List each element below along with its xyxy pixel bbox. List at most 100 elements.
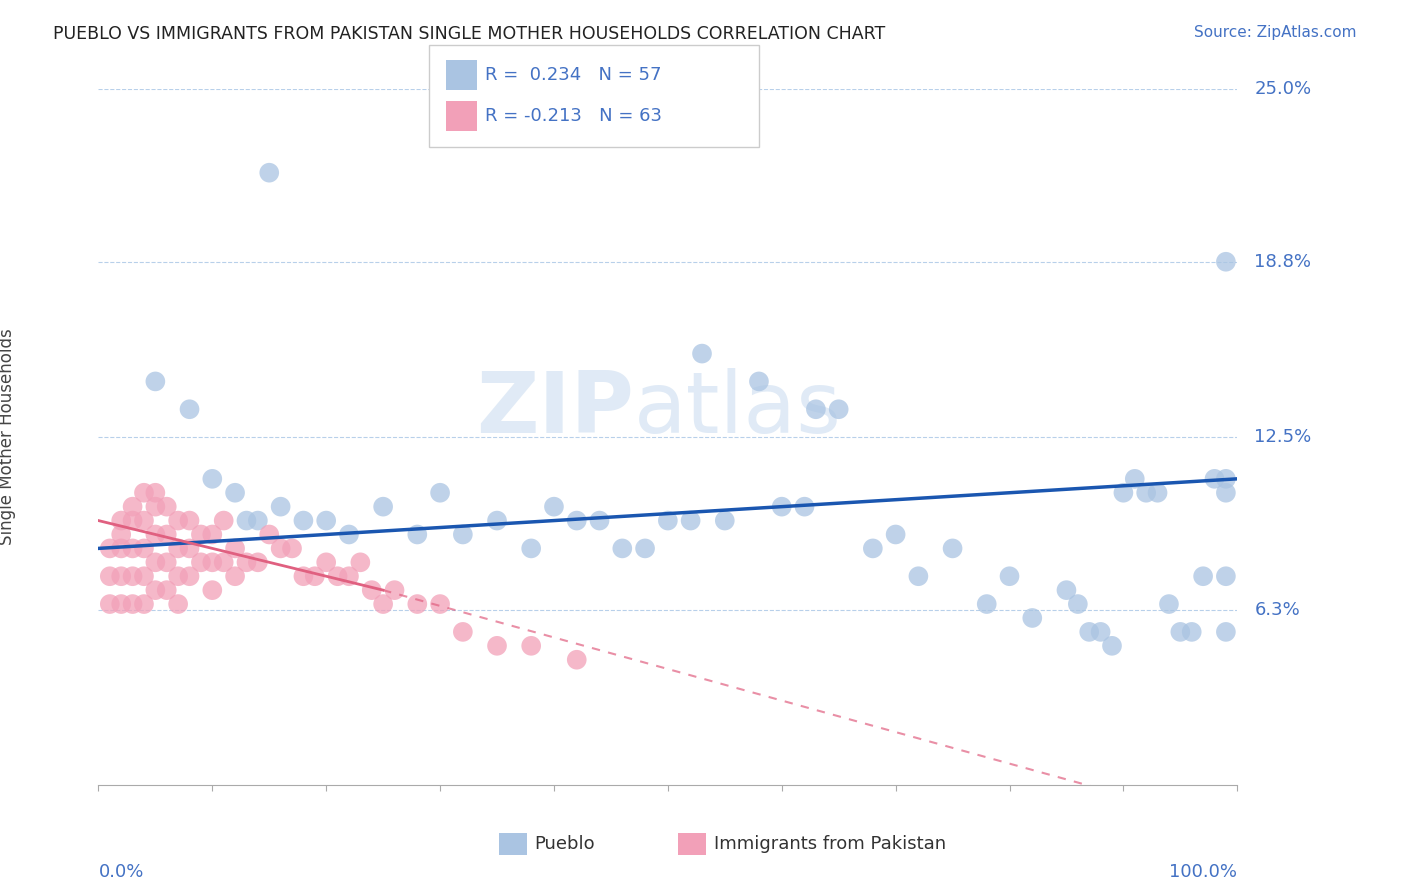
Point <box>259 527 281 541</box>
Point <box>565 514 588 528</box>
Text: Pueblo: Pueblo <box>534 835 595 853</box>
Point <box>1090 624 1112 639</box>
Point <box>451 527 474 541</box>
Point <box>1112 485 1135 500</box>
Point <box>748 375 770 389</box>
Point <box>98 541 121 556</box>
Point <box>121 500 143 514</box>
Text: 18.8%: 18.8% <box>1254 252 1312 271</box>
Point <box>907 569 929 583</box>
Point <box>121 597 143 611</box>
Point <box>1067 597 1090 611</box>
Point <box>1170 624 1192 639</box>
Point <box>543 500 565 514</box>
Point <box>132 485 155 500</box>
Point <box>1135 485 1157 500</box>
Point <box>167 597 190 611</box>
Point <box>156 555 179 569</box>
Point <box>429 597 451 611</box>
Point <box>190 527 212 541</box>
Point <box>337 569 360 583</box>
Point <box>156 583 179 598</box>
Point <box>406 597 429 611</box>
Text: 0.0%: 0.0% <box>98 863 143 881</box>
Point <box>121 514 143 528</box>
Point <box>201 472 224 486</box>
Point <box>110 514 132 528</box>
Point <box>657 514 679 528</box>
Point <box>1204 472 1226 486</box>
Point <box>145 583 167 598</box>
Point <box>371 500 394 514</box>
Point <box>201 527 224 541</box>
Point <box>212 555 235 569</box>
Point <box>326 569 349 583</box>
Point <box>451 624 474 639</box>
Point <box>1078 624 1101 639</box>
Point <box>190 555 212 569</box>
Point <box>145 485 167 500</box>
Point <box>679 514 702 528</box>
Point <box>1101 639 1123 653</box>
Point <box>145 527 167 541</box>
Point <box>110 541 132 556</box>
Point <box>270 541 292 556</box>
Point <box>1215 254 1237 268</box>
Point <box>1215 624 1237 639</box>
Point <box>1146 485 1168 500</box>
Point <box>862 541 884 556</box>
Point <box>132 569 155 583</box>
Point <box>270 500 292 514</box>
Point <box>292 569 315 583</box>
Point <box>1056 583 1078 598</box>
Point <box>235 514 257 528</box>
Point <box>793 500 815 514</box>
Point <box>315 555 337 569</box>
Point <box>292 514 315 528</box>
Point <box>942 541 965 556</box>
Text: 25.0%: 25.0% <box>1254 80 1312 98</box>
Point <box>349 555 371 569</box>
Point <box>167 569 190 583</box>
Point <box>429 485 451 500</box>
Point <box>486 514 509 528</box>
Point <box>201 555 224 569</box>
Text: 100.0%: 100.0% <box>1170 863 1237 881</box>
Point <box>714 514 737 528</box>
Point <box>156 500 179 514</box>
Text: Single Mother Households: Single Mother Households <box>0 329 17 545</box>
Point <box>145 555 167 569</box>
Point <box>998 569 1021 583</box>
Point <box>179 402 201 417</box>
Point <box>337 527 360 541</box>
Point <box>371 597 394 611</box>
Point <box>828 402 851 417</box>
Text: Immigrants from Pakistan: Immigrants from Pakistan <box>714 835 946 853</box>
Point <box>145 375 167 389</box>
Point <box>235 555 257 569</box>
Text: PUEBLO VS IMMIGRANTS FROM PAKISTAN SINGLE MOTHER HOUSEHOLDS CORRELATION CHART: PUEBLO VS IMMIGRANTS FROM PAKISTAN SINGL… <box>53 25 886 43</box>
Text: R =  0.234   N = 57: R = 0.234 N = 57 <box>485 66 662 84</box>
Point <box>224 485 246 500</box>
Point <box>634 541 657 556</box>
Point <box>145 500 167 514</box>
Point <box>1215 472 1237 486</box>
Point <box>167 514 190 528</box>
Point <box>98 569 121 583</box>
Point <box>690 346 713 360</box>
Point <box>212 514 235 528</box>
Point <box>360 583 382 598</box>
Point <box>406 527 429 541</box>
Point <box>121 541 143 556</box>
Text: 12.5%: 12.5% <box>1254 428 1312 446</box>
Point <box>588 514 610 528</box>
Point <box>1123 472 1146 486</box>
Text: ZIP: ZIP <box>477 368 634 450</box>
Point <box>565 653 588 667</box>
Point <box>98 597 121 611</box>
Point <box>246 514 269 528</box>
Point <box>224 541 246 556</box>
Point <box>201 583 224 598</box>
Point <box>315 514 337 528</box>
Point <box>884 527 907 541</box>
